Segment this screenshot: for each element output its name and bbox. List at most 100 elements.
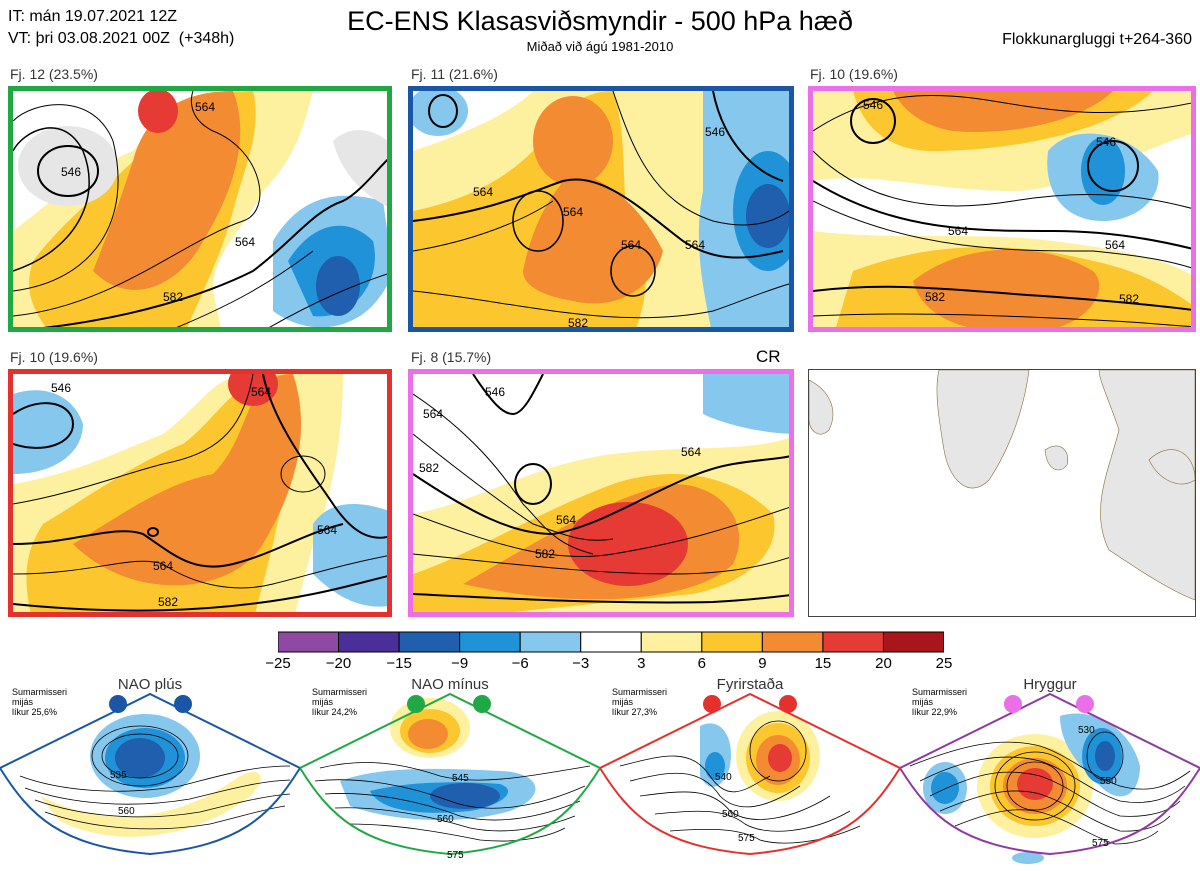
colorbar-segment — [761, 631, 824, 653]
contour-label: 540 — [715, 772, 732, 783]
regime-dot — [1076, 695, 1094, 713]
contour-label: 564 — [681, 445, 701, 459]
regime-name: Fyrirstaða — [716, 676, 784, 693]
regime-fyrirstada: 540 560 575 Fyrirstaða Sumarmisseri mijás… — [600, 676, 900, 871]
contour-label: 560 — [437, 814, 454, 825]
contour-label: 582 — [158, 595, 178, 609]
contour-label: 546 — [51, 381, 71, 395]
contour-label: 582 — [419, 461, 439, 475]
colorbar-segment — [822, 631, 884, 653]
panel-label-1: Fj. 12 (23.5%) — [10, 66, 98, 82]
classification-window: Flokkunargluggi t+264-360 — [1002, 31, 1192, 48]
contour-label: 582 — [1119, 292, 1139, 306]
contour-label: 530 — [1078, 725, 1095, 736]
colorbar-segment — [338, 631, 400, 653]
regime-dot — [703, 695, 721, 713]
regime-name: Hryggur — [1023, 676, 1077, 693]
cluster-map-1: 546 564 564 582 — [8, 86, 392, 332]
page-subtitle: Miðað við ágú 1981-2010 — [526, 39, 674, 54]
regime-text: Sumarmisseri mijás líkur 24,2% — [312, 687, 368, 717]
colorbar-tick-label: −25 — [265, 655, 291, 672]
colorbar-segment — [701, 631, 763, 653]
valid-time: VT: þri 03.08.2021 00Z (+348h) — [8, 30, 235, 47]
contour-label: 575 — [447, 850, 464, 861]
contour-label: 546 — [863, 98, 883, 112]
contour-label: 564 — [473, 185, 493, 199]
cluster-map-4: 546 564 564 564 582 — [8, 369, 392, 617]
cr-label: CR — [756, 347, 781, 366]
contour-label: 575 — [1092, 838, 1109, 849]
contour-label: 564 — [563, 205, 583, 219]
colorbar-segment — [640, 631, 703, 653]
colorbar-tick-label: 6 — [697, 655, 706, 672]
contour-label: 560 — [118, 806, 135, 817]
colorbar-tick-label: 15 — [814, 655, 832, 672]
regime-text: Sumarmisseri mijás líkur 27,3% — [612, 687, 668, 717]
contour-label: 564 — [621, 238, 641, 252]
header-info: IT: mán 19.07.2021 12Z VT: þri 03.08.2021… — [8, 6, 234, 50]
contour-label: 564 — [195, 100, 215, 114]
contour-label: 560 — [722, 809, 739, 820]
contour-label: 564 — [153, 559, 173, 573]
cluster-map-3: 546 546 564 564 582 582 — [808, 86, 1196, 332]
colorbar — [278, 631, 944, 653]
colorbar-segment — [580, 631, 642, 653]
colorbar-tick-label: 9 — [758, 655, 767, 672]
colorbar-segment — [398, 631, 461, 653]
regime-name: NAO plús — [117, 676, 183, 693]
contour-label: 564 — [1105, 238, 1125, 252]
blank-map — [808, 369, 1196, 617]
cluster-map-5: 546 564 582 564 582 564 — [408, 369, 794, 617]
contour-label: 564 — [317, 523, 337, 537]
regime-nao-plus: 535 560 NAO plús Sumarmisseri mijás líkur … — [0, 676, 300, 871]
contour-label: 546 — [705, 125, 725, 139]
regime-hryggur: 530 550 575 Hryggur Sumarmisseri mijás lík… — [900, 676, 1200, 871]
contour-label: 564 — [556, 513, 576, 527]
colorbar-tick-label: 3 — [637, 655, 646, 672]
colorbar-segment — [519, 631, 582, 653]
regime-dot — [407, 695, 425, 713]
contour-label: 535 — [110, 770, 127, 781]
colorbar-tick-label: −15 — [386, 655, 412, 672]
contour-label: 564 — [948, 224, 968, 238]
page-title: EC-ENS Klasasviðsmyndir - 500 hPa hæð — [347, 6, 853, 36]
contour-label: 545 — [452, 773, 469, 784]
contour-label: 564 — [251, 385, 271, 399]
colorbar-tick-label: 25 — [935, 655, 953, 672]
contour-label: 582 — [535, 547, 555, 561]
initial-time: IT: mán 19.07.2021 12Z — [8, 8, 177, 25]
panel-label-5: Fj. 8 (15.7%) — [411, 349, 492, 365]
contour-label: 564 — [235, 235, 255, 249]
regime-text: Sumarmisseri mijás líkur 25,6% — [12, 687, 68, 717]
contour-label: 582 — [163, 290, 183, 304]
contour-label: 550 — [1100, 776, 1117, 787]
contour-label: 582 — [925, 290, 945, 304]
colorbar-tick-label: −3 — [572, 655, 590, 672]
colorbar-tick-label: −20 — [325, 655, 352, 672]
colorbar-segment — [459, 631, 521, 653]
regime-dot — [779, 695, 797, 713]
colorbar-segment — [882, 631, 944, 653]
regime-dot — [174, 695, 192, 713]
colorbar-tick-label: −9 — [451, 655, 469, 672]
contour-label: 582 — [568, 316, 588, 330]
contour-label: 546 — [485, 385, 505, 399]
panel-label-2: Fj. 11 (21.6%) — [411, 66, 498, 82]
regime-dot — [473, 695, 491, 713]
regime-name: NAO mínus — [411, 676, 489, 693]
regime-text: Sumarmisseri mijás líkur 22,9% — [912, 687, 968, 717]
cluster-map-2: 564 564 564 582 546 564 — [408, 86, 794, 332]
regime-nao-minus: 545 560 575 NAO mínus Sumarmisseri mijás l… — [300, 676, 600, 871]
colorbar-segment — [278, 631, 340, 653]
contour-label: 564 — [423, 407, 443, 421]
contour-label: 564 — [685, 238, 705, 252]
colorbar-tick-label: −6 — [511, 655, 529, 672]
panel-label-4: Fj. 10 (19.6%) — [10, 349, 98, 365]
colorbar-tick-label: 20 — [875, 655, 892, 672]
regime-dot — [109, 695, 127, 713]
contour-label: 546 — [1096, 135, 1116, 149]
contour-label: 546 — [61, 165, 81, 179]
panel-label-3: Fj. 10 (19.6%) — [810, 66, 898, 82]
regime-dot — [1004, 695, 1022, 713]
contour-label: 575 — [738, 833, 755, 844]
